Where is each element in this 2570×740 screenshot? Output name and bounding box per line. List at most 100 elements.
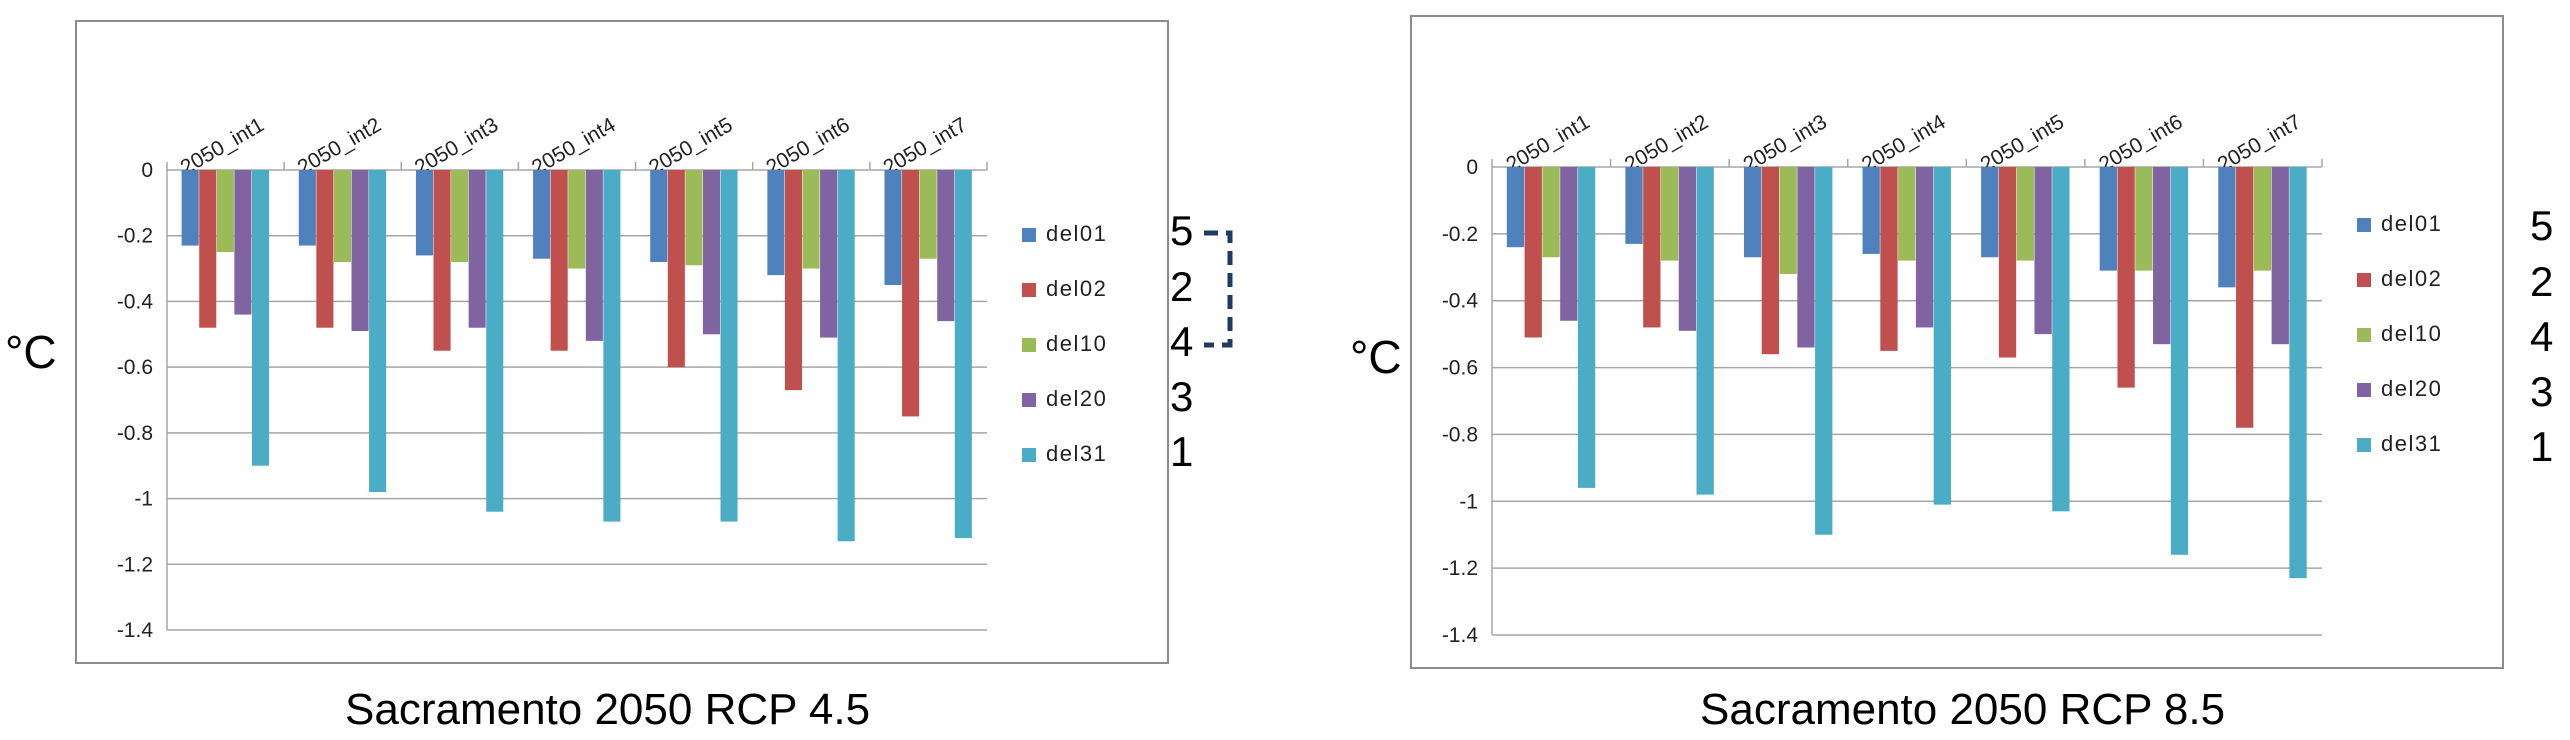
legend-label: del02: [2381, 266, 2442, 291]
bar-del01: [1862, 167, 1880, 254]
bar-del10: [2253, 167, 2272, 271]
figure-rcp85: 0 -0.2 -0.4 -0.6 -0.8 -1 -1.2 -1.4 2050_int1 2050…: [1320, 0, 2570, 740]
bar-del31: [1696, 167, 1714, 495]
bar-del01: [1743, 167, 1762, 258]
legend-label: del02: [1046, 276, 1107, 301]
bar-del02: [433, 170, 451, 351]
legend-label: del31: [2381, 431, 2442, 456]
bar-del10: [1660, 167, 1679, 261]
bar-del01: [767, 170, 785, 276]
legend-label: del01: [1046, 221, 1107, 246]
bar-del20: [468, 170, 486, 328]
bar-del31: [1933, 167, 1951, 505]
bar-del20: [2034, 167, 2052, 335]
y-tick-label: -0.4: [1442, 290, 1479, 313]
bar-del10: [1898, 167, 1916, 261]
rank-label: 1: [1170, 428, 1194, 475]
y-tick-label: -1: [134, 488, 153, 511]
y-tick-label: 0: [141, 159, 153, 182]
rank-label: 4: [1170, 318, 1194, 365]
rank-label: 4: [2530, 313, 2554, 360]
bar-del01: [2099, 167, 2117, 271]
bar-del02: [1998, 167, 2017, 358]
bar-del02: [2236, 167, 2254, 428]
y-tick-label: -1.2: [117, 553, 153, 576]
bar-del31: [837, 170, 855, 542]
bar-del10: [333, 170, 351, 262]
legend-label: del10: [1046, 331, 1107, 356]
bar-del20: [702, 170, 720, 335]
y-tick-label: -1.2: [1442, 557, 1478, 580]
bar-del01: [884, 170, 902, 285]
bar-del20: [937, 170, 955, 322]
rank-label: 1: [2530, 423, 2554, 470]
bar-del31: [2289, 167, 2307, 579]
legend-swatch: [1022, 228, 1036, 242]
legend-label: del20: [1046, 386, 1107, 411]
bar-del01: [1981, 167, 1999, 258]
bar-del02: [199, 170, 217, 328]
bar-del20: [585, 170, 603, 341]
bar-del01: [1506, 167, 1525, 248]
legend-swatch: [2357, 218, 2371, 232]
bar-del10: [802, 170, 820, 269]
bar-del20: [351, 170, 369, 331]
y-tick-label: -0.6: [1442, 357, 1478, 380]
y-tick-label: -0.2: [117, 225, 153, 248]
bar-del20: [1915, 167, 1934, 328]
bar-del20: [820, 170, 838, 338]
legend-swatch: [2357, 438, 2371, 452]
bar-del02: [2117, 167, 2135, 388]
y-tick-label: -0.8: [117, 422, 153, 445]
rank-label: 3: [2530, 368, 2554, 415]
bar-del02: [1761, 167, 1780, 355]
bar-del01: [1625, 167, 1643, 244]
bar-del10: [1779, 167, 1797, 274]
chart-caption: Sacramento 2050 RCP 8.5: [1700, 685, 2226, 734]
bar-del01: [2218, 167, 2236, 288]
rank-label: 2: [2530, 258, 2554, 305]
bar-del20: [1797, 167, 1815, 348]
y-axis-unit-label: °C: [1350, 331, 1402, 383]
legend-label: del20: [2381, 376, 2442, 401]
bar-del01: [298, 170, 316, 246]
bar-del10: [2016, 167, 2034, 261]
rank-label: 5: [1170, 207, 1194, 254]
bar-del01: [533, 170, 551, 259]
bar-del31: [486, 170, 504, 512]
bar-del10: [2135, 167, 2153, 271]
bracket-annotation: [1204, 230, 1233, 348]
bar-del01: [650, 170, 668, 262]
legend-swatch: [1022, 338, 1036, 352]
legend-swatch: [1022, 448, 1036, 462]
bar-del02: [784, 170, 802, 391]
bar-del31: [369, 170, 387, 492]
legend-swatch: [2357, 383, 2371, 397]
bar-del02: [1643, 167, 1661, 328]
bar-del02: [316, 170, 334, 328]
figure-rcp45: 0 -0.2 -0.4 -0.6 -0.8 -1 -1.2 -1.4 2050_int1 2050…: [0, 0, 1250, 740]
bar-del31: [1815, 167, 1833, 535]
bar-del01: [181, 170, 199, 246]
bar-del20: [1678, 167, 1697, 331]
bar-del20: [1560, 167, 1578, 321]
y-tick-label: -0.8: [1442, 423, 1478, 446]
legend-swatch: [2357, 328, 2371, 342]
y-tick-label: -1: [1459, 490, 1478, 513]
legend-label: del31: [1046, 441, 1107, 466]
legend-swatch: [2357, 273, 2371, 287]
bar-del31: [2052, 167, 2070, 512]
bar-del10: [685, 170, 703, 266]
bar-del10: [451, 170, 469, 262]
y-tick-label: -0.2: [1442, 223, 1478, 246]
bar-del10: [216, 170, 234, 253]
bar-del02: [550, 170, 568, 351]
y-tick-label: -1.4: [117, 619, 154, 642]
bar-del31: [954, 170, 972, 538]
bar-del02: [1524, 167, 1542, 338]
bar-del02: [1880, 167, 1898, 351]
legend-label: del01: [2381, 211, 2442, 236]
legend-swatch: [1022, 283, 1036, 297]
chart-frame: 0 -0.2 -0.4 -0.6 -0.8 -1 -1.2 -1.4 2050_int1 2050…: [1410, 15, 2504, 669]
